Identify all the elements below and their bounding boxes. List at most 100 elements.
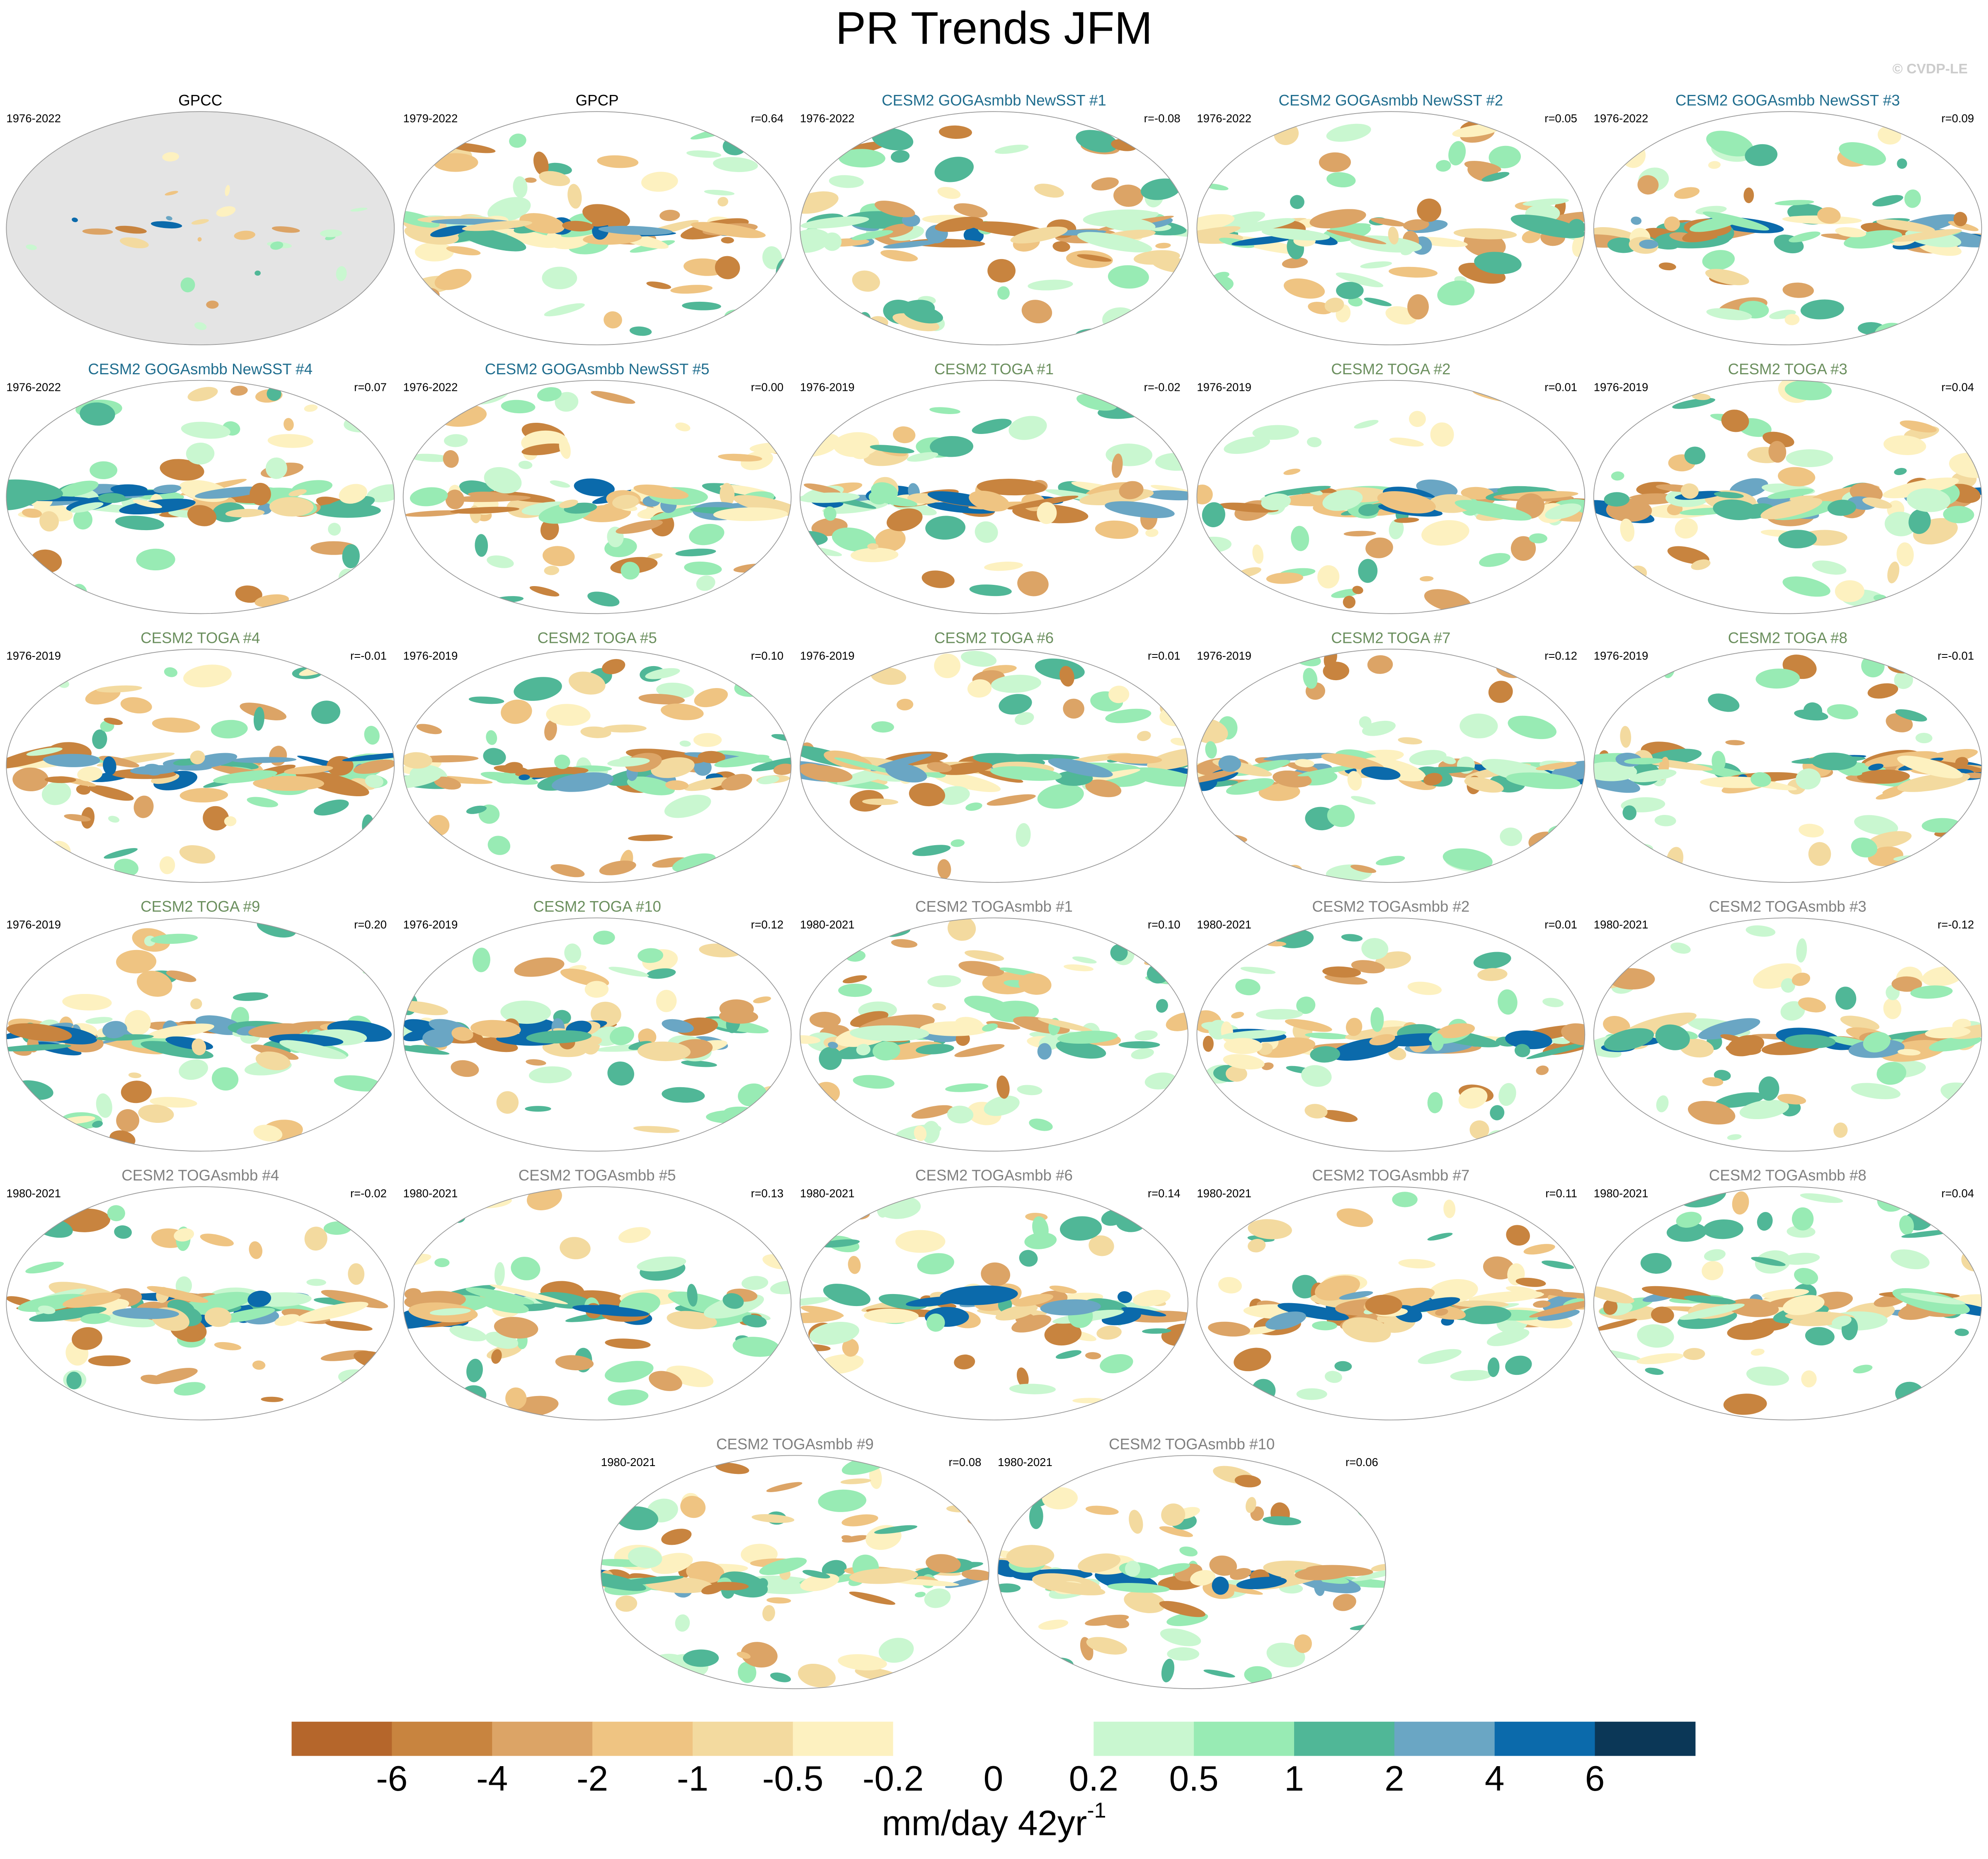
precip-pattern xyxy=(1226,778,1275,795)
precip-pattern xyxy=(822,1560,847,1578)
precip-pattern xyxy=(1123,1130,1138,1151)
precip-pattern xyxy=(758,776,779,785)
precip-pattern xyxy=(104,848,138,859)
precip-pattern xyxy=(618,1227,651,1243)
precip-pattern xyxy=(1515,1277,1546,1287)
precip-pattern xyxy=(822,122,835,146)
precip-pattern xyxy=(1401,247,1413,255)
precip-pattern xyxy=(1113,184,1144,207)
precip-pattern xyxy=(800,216,869,229)
precip-pattern xyxy=(1303,668,1318,689)
precip-pattern xyxy=(203,806,229,831)
precip-pattern xyxy=(1055,1350,1082,1359)
precip-pattern xyxy=(72,1327,102,1350)
precip-pattern xyxy=(183,664,232,688)
precip-pattern xyxy=(604,311,622,329)
precip-pattern xyxy=(555,1355,594,1371)
map xyxy=(403,918,791,1151)
precip-pattern xyxy=(1129,1510,1143,1534)
precip-pattern xyxy=(1702,211,1770,231)
precip-pattern xyxy=(1474,252,1522,274)
precip-pattern xyxy=(1108,686,1130,703)
panel-title: CESM2 TOGA #6 xyxy=(934,629,1054,646)
precip-pattern xyxy=(684,561,722,575)
precip-pattern xyxy=(1326,230,1387,245)
precip-pattern xyxy=(1430,422,1454,447)
precip-pattern xyxy=(1723,1394,1767,1415)
precip-pattern xyxy=(1072,956,1097,964)
precip-pattern xyxy=(1419,576,1434,582)
precip-pattern xyxy=(64,814,91,822)
map-outline xyxy=(800,380,1188,614)
precip-pattern xyxy=(1350,865,1377,873)
precip-pattern xyxy=(1203,1669,1235,1678)
precip-pattern xyxy=(837,1110,849,1131)
precip-pattern xyxy=(1760,498,1823,519)
precip-pattern xyxy=(605,1338,651,1349)
precip-pattern xyxy=(947,1105,974,1124)
precip-pattern xyxy=(1245,1497,1256,1513)
precip-pattern xyxy=(1339,1291,1373,1300)
precip-pattern xyxy=(174,1228,194,1242)
precip-pattern xyxy=(689,524,725,545)
precip-pattern xyxy=(1615,1387,1632,1402)
precip-pattern xyxy=(1392,1192,1418,1207)
precip-pattern xyxy=(1960,315,1982,324)
precip-pattern xyxy=(829,175,864,188)
precip-pattern xyxy=(1113,1398,1161,1414)
precip-pattern xyxy=(1223,1054,1265,1070)
precip-pattern xyxy=(826,835,837,848)
precip-pattern xyxy=(1119,481,1144,499)
precip-pattern xyxy=(650,505,705,520)
precip-pattern xyxy=(311,700,341,724)
precip-pattern xyxy=(1526,1041,1585,1059)
precip-pattern xyxy=(1811,752,1857,771)
map-outline xyxy=(1196,917,1586,1152)
precip-pattern xyxy=(1542,998,1564,1007)
precip-pattern xyxy=(890,150,910,163)
precip-pattern xyxy=(1437,1023,1475,1038)
precip-pattern xyxy=(1544,309,1568,323)
precip-pattern xyxy=(496,1091,519,1114)
precip-pattern xyxy=(682,301,721,310)
precip-pattern xyxy=(115,225,147,234)
precip-pattern xyxy=(410,487,448,507)
precip-pattern xyxy=(1840,1016,1880,1031)
precip-pattern xyxy=(1155,1563,1190,1575)
precip-pattern xyxy=(1225,1066,1247,1082)
precip-pattern xyxy=(1796,768,1821,790)
precip-pattern xyxy=(1543,1207,1561,1226)
panel-title: CESM2 TOGA #7 xyxy=(1331,629,1450,646)
precip-pattern xyxy=(1664,925,1678,939)
precip-pattern xyxy=(334,1075,383,1092)
precip-pattern xyxy=(1609,327,1651,336)
precip-pattern xyxy=(1197,563,1224,575)
precip-pattern xyxy=(961,1569,989,1581)
precip-pattern xyxy=(554,754,570,769)
precip-pattern xyxy=(410,1045,439,1052)
panel-title: CESM2 TOGAsmbb #7 xyxy=(1312,1167,1469,1184)
precip-pattern xyxy=(604,1361,654,1383)
precip-pattern xyxy=(18,1294,87,1312)
precip-pattern xyxy=(1796,938,1807,963)
precip-pattern xyxy=(92,729,107,749)
panel-period: 1980-2021 xyxy=(1197,1187,1251,1200)
precip-pattern xyxy=(110,484,148,495)
precip-pattern xyxy=(104,717,123,725)
precip-pattern xyxy=(1620,726,1632,748)
panel-correlation: r=0.20 xyxy=(354,918,387,931)
precip-pattern xyxy=(773,763,791,775)
precip-pattern xyxy=(39,511,59,532)
precip-pattern xyxy=(501,699,532,724)
precip-pattern xyxy=(175,1276,192,1295)
precip-pattern xyxy=(1312,1321,1337,1331)
precip-pattern xyxy=(972,419,1012,434)
precip-pattern xyxy=(977,479,1046,496)
precip-pattern xyxy=(1593,1040,1622,1058)
precip-pattern xyxy=(1140,178,1181,200)
panel-title: CESM2 TOGA #4 xyxy=(141,629,260,646)
panel-title: CESM2 TOGA #2 xyxy=(1331,361,1450,378)
precip-pattern xyxy=(1782,1295,1825,1315)
precip-pattern xyxy=(1220,1030,1287,1040)
precip-pattern xyxy=(675,1614,690,1632)
